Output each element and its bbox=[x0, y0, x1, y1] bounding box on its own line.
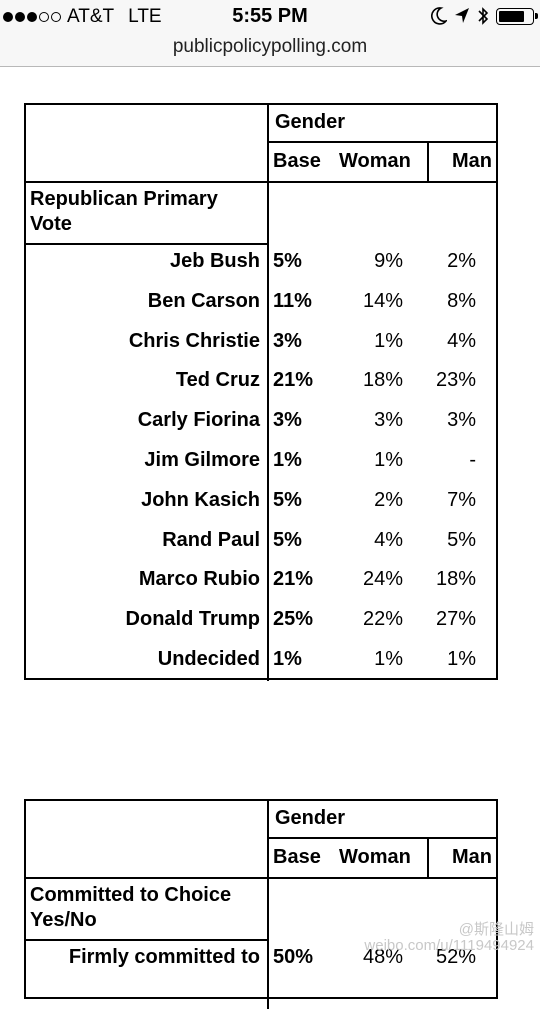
base-value: 25% bbox=[273, 608, 314, 631]
signal-dot bbox=[39, 12, 49, 22]
candidate-name: Rand Paul bbox=[162, 528, 260, 551]
candidate-name: Ted Cruz bbox=[175, 369, 260, 392]
base-value: 21% bbox=[273, 568, 314, 591]
base-column-header: Base bbox=[273, 846, 321, 868]
table-row: John Kasich 5% 2% 7% bbox=[26, 482, 496, 522]
base-value: 3% bbox=[273, 329, 302, 352]
location-arrow-icon bbox=[455, 8, 469, 23]
table-row: Undecided 1% 1% 1% bbox=[26, 641, 496, 681]
signal-dot bbox=[51, 12, 61, 22]
man-value: 4% bbox=[447, 329, 476, 352]
network-type: LTE bbox=[128, 6, 162, 27]
man-value: 27% bbox=[435, 608, 476, 631]
candidate-name: Chris Christie bbox=[128, 329, 260, 352]
woman-value: 1% bbox=[374, 329, 403, 352]
moon-icon bbox=[431, 7, 447, 25]
table-header: Gender Base Woman Man bbox=[26, 105, 496, 183]
man-value: 7% bbox=[447, 488, 476, 511]
committed-table: Gender Base Woman Man Committed to Choic… bbox=[24, 799, 498, 1009]
woman-column-header: Woman bbox=[339, 846, 411, 868]
status-icons bbox=[431, 6, 538, 26]
table-row: Ted Cruz 21% 18% 23% bbox=[26, 362, 496, 402]
woman-value: 3% bbox=[374, 409, 403, 432]
clock: 5:55 PM bbox=[232, 5, 308, 27]
address-bar[interactable]: publicpolicypolling.com bbox=[0, 36, 540, 67]
table-row: Marco Rubio 21% 24% 18% bbox=[26, 561, 496, 601]
base-value: 5% bbox=[273, 488, 302, 511]
candidate-name: John Kasich bbox=[141, 488, 260, 511]
base-value: 50% bbox=[273, 946, 314, 968]
table-row: Carly Fiorina 3% 3% 3% bbox=[26, 402, 496, 442]
candidate-name: Jeb Bush bbox=[169, 250, 260, 272]
base-value: 1% bbox=[273, 448, 302, 471]
man-value: 5% bbox=[447, 528, 476, 551]
man-value: 1% bbox=[447, 647, 476, 670]
woman-value: 1% bbox=[374, 448, 403, 471]
candidate-name: Undecided bbox=[157, 647, 260, 670]
table-row: Chris Christie 3% 1% 4% bbox=[26, 323, 496, 363]
table-row: Rand Paul 5% 4% 5% bbox=[26, 522, 496, 562]
watermark-handle: @斯隆山姆 bbox=[458, 921, 534, 938]
base-value: 3% bbox=[273, 409, 302, 432]
watermark-site: weibo.com/u/1119494924 bbox=[364, 937, 534, 954]
battery-icon bbox=[496, 7, 538, 25]
question-title: Republican Primary Vote bbox=[30, 188, 218, 235]
base-value: 5% bbox=[273, 528, 302, 551]
status-bar: AT&T LTE 5:55 PM bbox=[0, 0, 540, 36]
base-column-header: Base bbox=[273, 150, 321, 172]
man-value: 8% bbox=[447, 289, 476, 312]
table-body: Republican Primary Vote Jeb Bush 5% 9% 2% Be… bbox=[26, 183, 496, 681]
signal-dot bbox=[27, 12, 37, 22]
gender-group-header: Gender bbox=[269, 105, 496, 143]
carrier-name: AT&T bbox=[67, 6, 115, 27]
man-column-header: Man bbox=[452, 846, 492, 868]
man-value: 2% bbox=[447, 250, 476, 272]
question-title: Committed to Choice Yes/No bbox=[30, 884, 232, 931]
woman-value: 18% bbox=[362, 369, 403, 392]
results-table: Gender Base Woman Man Republican Primary… bbox=[24, 103, 498, 681]
signal-dot bbox=[15, 12, 25, 22]
base-value: 21% bbox=[273, 369, 314, 392]
question-row: Committed to Choice Yes/No bbox=[26, 879, 496, 941]
base-value: 1% bbox=[273, 647, 302, 670]
url-text[interactable]: publicpolicypolling.com bbox=[172, 36, 368, 57]
candidate-name: Firmly committed to bbox=[68, 946, 260, 968]
woman-value: 2% bbox=[374, 488, 403, 511]
man-column-header: Man bbox=[452, 150, 492, 172]
table-row: Ben Carson 11% 14% 8% bbox=[26, 283, 496, 323]
woman-value: 9% bbox=[374, 250, 403, 272]
candidate-name: Ben Carson bbox=[147, 289, 260, 312]
woman-value: 4% bbox=[374, 528, 403, 551]
candidate-name: Donald Trump bbox=[125, 608, 260, 631]
candidate-name: Carly Fiorina bbox=[137, 409, 260, 432]
bluetooth-icon bbox=[478, 7, 489, 25]
candidate-name: Jim Gilmore bbox=[144, 448, 260, 471]
man-value: 18% bbox=[435, 568, 476, 591]
candidate-name: Marco Rubio bbox=[138, 568, 260, 591]
table-row: Donald Trump 25% 22% 27% bbox=[26, 601, 496, 641]
woman-value: 22% bbox=[362, 608, 403, 631]
table-header: Gender Base Woman Man bbox=[26, 801, 496, 879]
man-value: 23% bbox=[435, 369, 476, 392]
carrier-area: AT&T LTE bbox=[3, 6, 162, 28]
base-value: 5% bbox=[273, 250, 302, 272]
man-value: 3% bbox=[447, 409, 476, 432]
signal-dot bbox=[3, 12, 13, 22]
question-row: Republican Primary Vote bbox=[26, 183, 496, 245]
man-value: - bbox=[469, 448, 476, 471]
table-row: Jeb Bush 5% 9% 2% bbox=[26, 243, 496, 283]
woman-value: 14% bbox=[362, 289, 403, 312]
gender-group-header: Gender bbox=[269, 801, 496, 839]
woman-column-header: Woman bbox=[339, 150, 411, 172]
signal-strength-icon bbox=[3, 12, 61, 22]
base-value: 11% bbox=[273, 289, 312, 312]
woman-value: 24% bbox=[362, 568, 403, 591]
woman-value: 1% bbox=[374, 647, 403, 670]
table-row: Jim Gilmore 1% 1% - bbox=[26, 442, 496, 482]
